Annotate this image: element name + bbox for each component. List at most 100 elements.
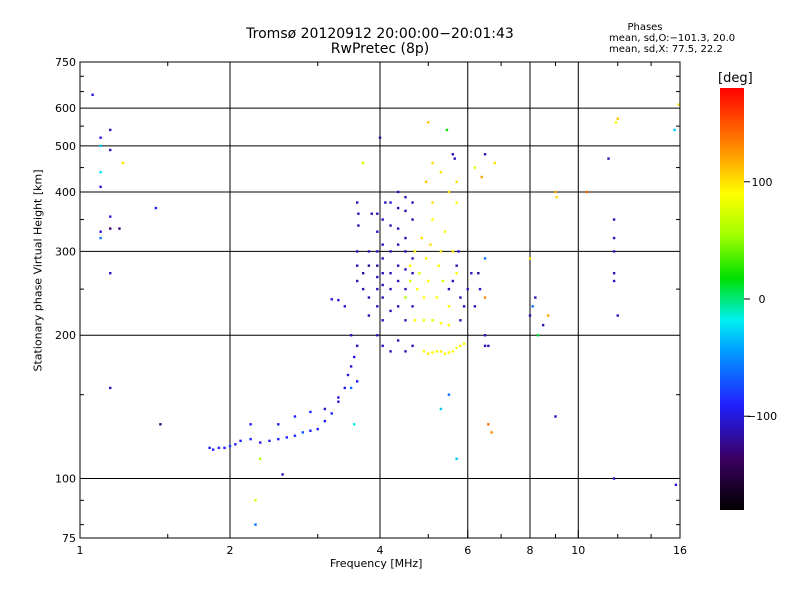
data-point (483, 334, 487, 337)
colorbar-tick-label: 0 (759, 293, 766, 306)
data-point (404, 236, 407, 240)
colorbar-ticks: 100 0 −100 (744, 176, 777, 423)
data-point (462, 342, 466, 345)
data-point (376, 212, 379, 215)
data-point (439, 171, 443, 174)
data-point (541, 323, 545, 327)
data-point (413, 319, 417, 322)
data-point (396, 305, 400, 308)
data-point (396, 279, 400, 283)
data-point (99, 230, 102, 233)
data-point (443, 352, 447, 355)
data-point (211, 448, 215, 451)
data-point (411, 218, 414, 221)
data-point (396, 339, 400, 342)
data-point (457, 250, 460, 253)
data-point (301, 431, 305, 434)
data-point (396, 264, 400, 267)
data-point (531, 305, 534, 308)
data-point (381, 296, 384, 299)
x-tick-label: 1 (77, 544, 84, 557)
data-point (441, 279, 445, 283)
y-tick-label: 100 (55, 473, 76, 486)
data-point (431, 161, 434, 165)
data-point (455, 457, 458, 461)
data-point (673, 128, 676, 132)
data-point (451, 279, 455, 283)
data-point (343, 305, 347, 308)
data-point (352, 423, 356, 426)
data-point (455, 272, 458, 275)
y-tick-label: 200 (55, 329, 76, 342)
data-point (355, 201, 359, 204)
stats-heading: Phases (627, 22, 663, 33)
data-point (490, 431, 493, 434)
data-point (389, 287, 392, 291)
data-point (343, 386, 347, 390)
data-point (99, 144, 102, 148)
data-point (376, 250, 379, 253)
data-point (455, 180, 458, 184)
data-point (493, 161, 497, 165)
data-point (118, 227, 121, 230)
data-point (309, 410, 312, 414)
data-point (473, 166, 477, 169)
data-point (429, 243, 432, 246)
data-point (99, 185, 102, 189)
x-tick-label: 4 (377, 544, 384, 557)
data-point (357, 212, 360, 215)
data-point (422, 296, 426, 299)
data-point (370, 212, 373, 215)
x-tick-label: 2 (227, 544, 234, 557)
colorbar-label: [deg] (718, 71, 753, 86)
data-point (487, 423, 490, 426)
data-point (293, 415, 297, 418)
data-point (337, 400, 340, 403)
data-point (159, 423, 162, 426)
data-point (459, 296, 462, 299)
data-point (396, 243, 400, 246)
data-point (554, 190, 557, 194)
data-point (121, 161, 125, 165)
data-point (346, 373, 350, 377)
data-point (439, 350, 443, 353)
data-point (389, 250, 392, 253)
data-point (109, 128, 112, 132)
data-point (249, 423, 252, 426)
data-point (389, 201, 392, 204)
data-point (355, 344, 359, 348)
colorbar-tick-label: 100 (752, 176, 773, 189)
data-point (409, 279, 412, 283)
data-point (249, 437, 252, 441)
colorbar (720, 88, 744, 510)
data-point (217, 446, 221, 450)
data-point (239, 439, 242, 443)
data-point (612, 477, 616, 480)
x-tick-label: 16 (673, 544, 687, 557)
data-point (259, 441, 262, 444)
data-point (420, 236, 423, 240)
data-point (109, 272, 112, 275)
data-point (411, 344, 414, 348)
data-point (437, 264, 441, 267)
data-point (411, 257, 414, 260)
chart-title-line1: Tromsø 20120912 20:00:00−20:01:43 (246, 26, 514, 42)
data-point (323, 407, 327, 411)
data-point (616, 117, 619, 120)
data-point (259, 457, 262, 461)
data-point (528, 257, 532, 260)
chart-title-line2: RwPretec (8p) (330, 41, 430, 57)
data-point (435, 296, 438, 299)
data-point (431, 201, 434, 204)
data-point (376, 230, 379, 233)
data-point (268, 439, 271, 443)
data-point (418, 272, 421, 275)
data-point (554, 415, 557, 418)
data-point (411, 272, 414, 275)
data-point (445, 128, 449, 132)
data-point (396, 227, 400, 230)
data-point (361, 272, 365, 275)
data-point (293, 434, 297, 437)
data-point (355, 380, 359, 383)
